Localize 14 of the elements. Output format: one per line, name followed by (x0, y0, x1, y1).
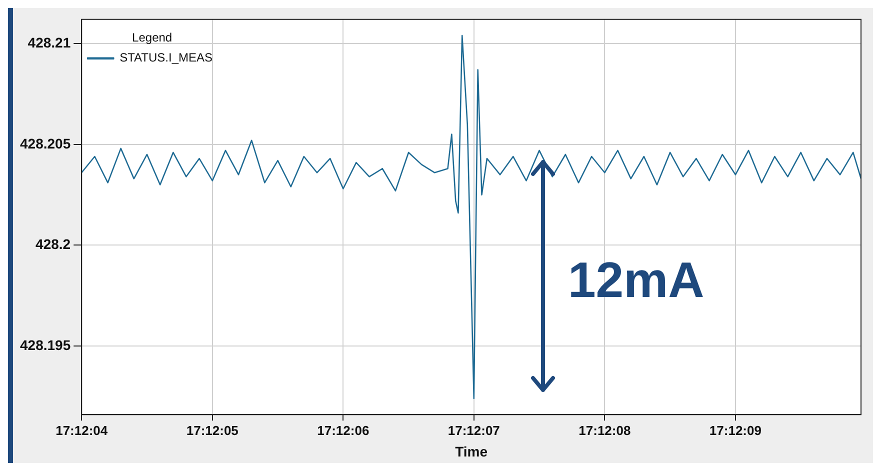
y-tick-label: 428.2 (36, 236, 71, 252)
x-tick-label: 17:12:06 (317, 422, 370, 438)
x-tick-label: 17:12:08 (578, 422, 631, 438)
x-axis-title: Time (455, 443, 488, 460)
y-tick-label: 428.205 (20, 135, 71, 152)
legend-label: STATUS.I_MEAS (120, 50, 213, 65)
x-tick-label: 17:12:05 (186, 422, 238, 438)
y-tick-label: 428.195 (20, 336, 71, 353)
legend-title: Legend (132, 30, 172, 44)
annotation: 12mA (568, 252, 704, 308)
x-tick-label: 17:12:07 (448, 422, 500, 438)
x-tick-label: 17:12:09 (709, 422, 762, 438)
y-tick-label: 428.21 (28, 34, 71, 50)
x-tick-label: 17:12:04 (56, 422, 108, 438)
